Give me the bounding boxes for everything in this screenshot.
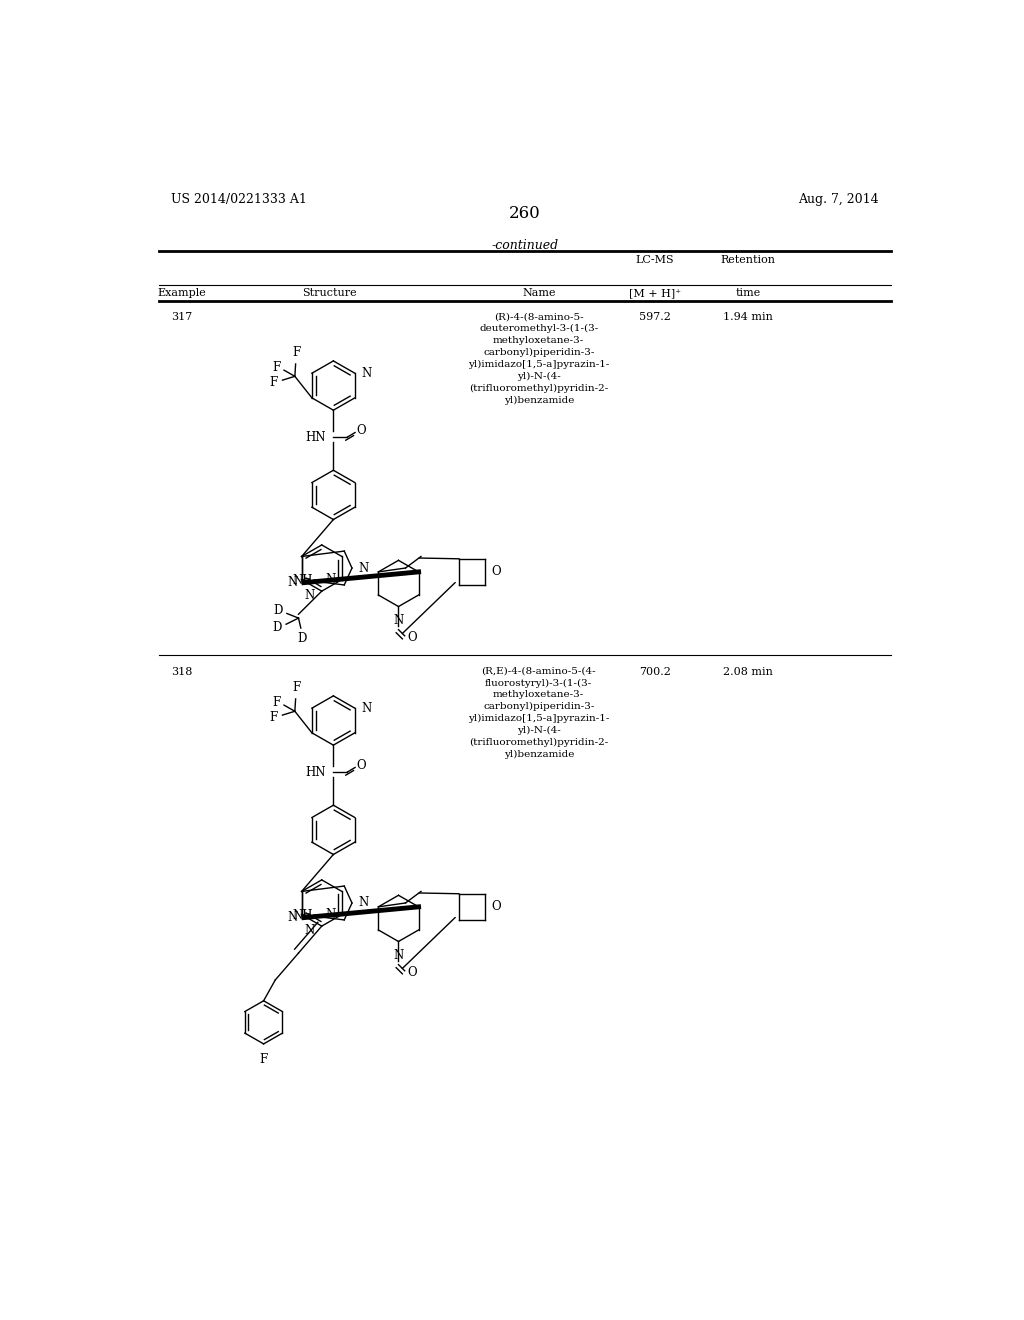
Text: F: F [259, 1053, 267, 1067]
Text: Aug. 7, 2014: Aug. 7, 2014 [799, 193, 879, 206]
Text: O: O [492, 565, 501, 578]
Text: 700.2: 700.2 [639, 667, 671, 677]
Text: HN: HN [305, 766, 326, 779]
Text: D: D [272, 620, 282, 634]
Text: N: N [288, 576, 298, 589]
Text: 1.94 min: 1.94 min [723, 313, 773, 322]
Text: F: F [269, 711, 278, 723]
Text: Example: Example [158, 288, 207, 298]
Text: Structure: Structure [302, 288, 356, 298]
Text: D: D [273, 603, 283, 616]
Text: N: N [393, 949, 403, 962]
Text: (R)-4-(8-amino-5-
deuteromethyl-3-(1-(3-
methyloxetane-3-
carbonyl)piperidin-3-
: (R)-4-(8-amino-5- deuteromethyl-3-(1-(3-… [468, 313, 609, 405]
Text: N: N [288, 911, 298, 924]
Text: O: O [408, 966, 418, 979]
Text: -continued: -continued [492, 239, 558, 252]
Text: HN: HN [305, 430, 326, 444]
Text: (R,E)-4-(8-amino-5-(4-
fluorostyryl)-3-(1-(3-
methyloxetane-3-
carbonyl)piperidi: (R,E)-4-(8-amino-5-(4- fluorostyryl)-3-(… [468, 667, 609, 759]
Text: O: O [408, 631, 418, 644]
Text: US 2014/0221333 A1: US 2014/0221333 A1 [171, 193, 306, 206]
Text: O: O [356, 425, 367, 437]
Text: N: N [304, 589, 314, 602]
Text: 260: 260 [509, 205, 541, 222]
Text: N: N [393, 614, 403, 627]
Text: Name: Name [522, 288, 555, 298]
Text: time: time [735, 288, 761, 298]
Text: 597.2: 597.2 [639, 313, 671, 322]
Text: O: O [492, 900, 501, 913]
Text: D: D [298, 632, 307, 645]
Text: LC-MS: LC-MS [636, 255, 675, 264]
Text: 317: 317 [172, 313, 193, 322]
Text: F: F [292, 681, 300, 694]
Text: N: N [326, 908, 336, 921]
Text: F: F [272, 696, 281, 709]
Text: Retention: Retention [721, 255, 775, 264]
Text: N: N [358, 896, 369, 909]
Text: NH₂: NH₂ [293, 909, 317, 923]
Text: [M + H]⁺: [M + H]⁺ [629, 288, 681, 298]
Text: N: N [361, 702, 372, 714]
Text: F: F [272, 360, 281, 374]
Text: F: F [269, 376, 278, 389]
Text: F: F [292, 346, 300, 359]
Text: 2.08 min: 2.08 min [723, 667, 773, 677]
Text: NH₂: NH₂ [293, 574, 317, 587]
Text: N: N [304, 924, 314, 937]
Text: N: N [361, 367, 372, 380]
Text: 318: 318 [172, 667, 193, 677]
Text: N: N [326, 573, 336, 586]
Text: N: N [358, 561, 369, 574]
Text: O: O [356, 759, 367, 772]
